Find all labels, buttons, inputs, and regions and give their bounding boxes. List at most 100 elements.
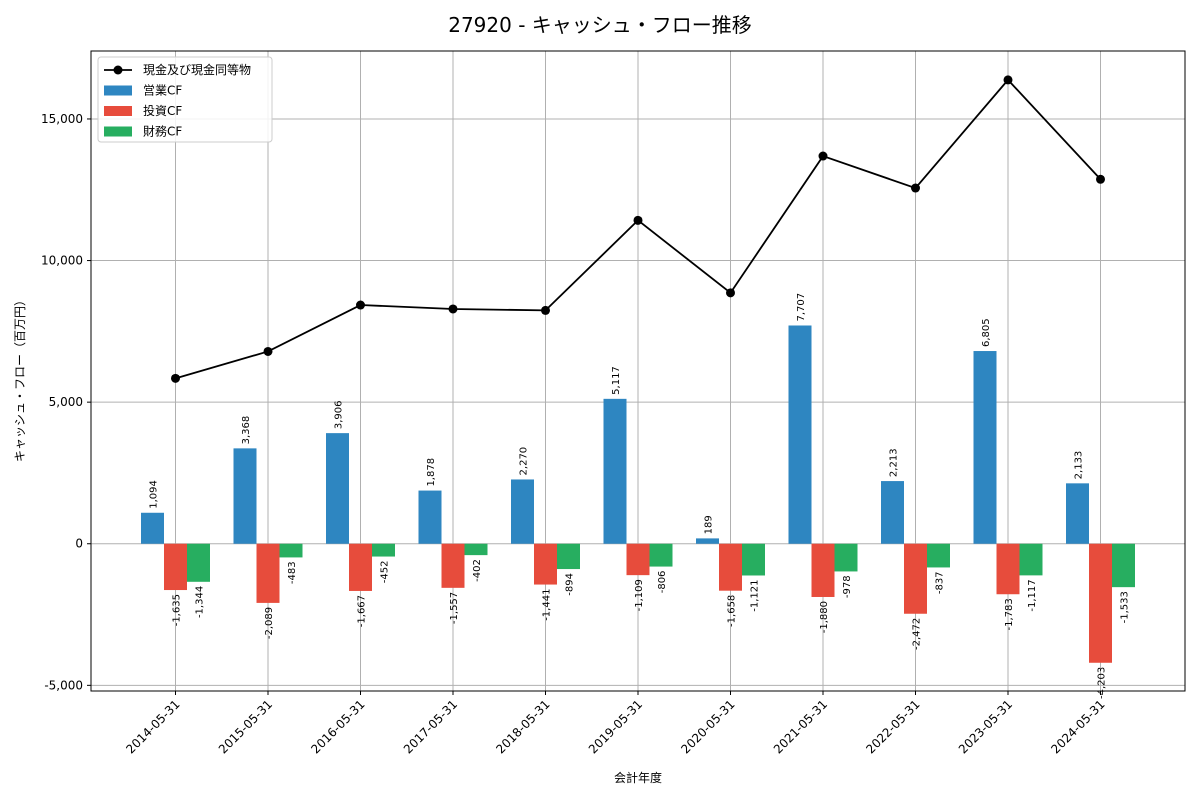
y-axis-ticks: -5,000 0 5,000 10,000 15,000 [41,112,91,692]
bar-data-label: -1,121 [750,579,761,611]
bar-data-label: -837 [935,571,946,594]
bar [511,479,534,544]
line-point [633,215,643,225]
bar-data-label: -2,089 [264,607,275,639]
bar-data-label: -1,344 [195,586,206,618]
x-axis-ticks: 2014-05-31 2015-05-31 2016-05-31 2017-05-31… [123,691,1108,756]
bar-data-label: 5,117 [611,366,622,395]
bar-data-label: -4,203 [1097,667,1108,699]
x-tick-label: 2018-05-31 [493,697,552,756]
bar [973,351,997,544]
bar [834,543,858,572]
line-point [726,288,735,298]
bar [719,543,742,591]
bar-data-label: -1,117 [1027,579,1038,611]
legend-marker [113,65,123,75]
bar [1089,543,1112,663]
bar [233,448,257,544]
bar [372,543,395,557]
bar [927,543,950,568]
bar-data-label: 3,906 [334,400,345,429]
bar-data-label: -483 [287,561,298,584]
bar-data-label: -1,658 [727,595,738,627]
y-tick-label: -5,000 [44,678,83,692]
bar [441,543,465,588]
bar [1112,543,1135,588]
bar-data-label: -806 [657,571,668,594]
bar-data-label: -1,557 [449,592,460,624]
bar-data-label: -1,109 [634,579,645,611]
bar [696,538,719,544]
line-point [1096,174,1105,184]
bar [279,543,303,558]
bar [534,543,557,585]
bar [626,543,650,576]
bar [1019,543,1043,576]
bar [649,543,673,567]
line-point [356,300,365,310]
bar-data-label: -1,441 [542,589,553,621]
legend-bar-swatch [104,106,132,116]
x-tick-label: 2021-05-31 [771,697,830,756]
bar [349,543,372,591]
y-tick-label: 15,000 [41,112,83,126]
line-point [911,183,920,193]
legend-bar-swatch [104,126,132,137]
bar [141,512,164,544]
legend-label: 財務CF [143,124,182,139]
chart-title: 27920 - キャッシュ・フロー推移 [448,13,752,37]
bar-data-label: 3,368 [241,416,252,445]
x-tick-label: 2016-05-31 [308,697,367,756]
line-series [171,75,1105,383]
bar-data-label: 2,133 [1074,451,1085,480]
bar-data-label: -402 [472,559,483,582]
line-point [263,346,273,356]
bar [557,543,580,570]
bar [881,481,904,544]
bar [811,543,835,597]
x-tick-label: 2020-05-31 [678,697,737,756]
y-tick-label: 10,000 [41,254,83,268]
y-axis-label: キャッシュ・フロー（百万円） [13,294,27,462]
bar-data-label: -1,635 [172,594,183,626]
legend-box [97,56,273,143]
bar [187,543,210,582]
line-point [1003,75,1013,85]
x-tick-label: 2017-05-31 [401,697,460,756]
bar-data-label: 1,878 [426,458,437,487]
line-point [541,305,550,315]
y-tick-label: 5,000 [49,395,83,409]
bar [904,543,927,614]
bar [788,325,812,544]
x-axis-label: 会計年度 [614,770,662,785]
x-tick-label: 2015-05-31 [216,697,275,756]
bar-data-label: 1,094 [149,480,160,509]
bars [141,325,1135,663]
bar [326,433,349,544]
bar-data-label: -1,783 [1004,598,1015,630]
line-point [171,373,180,383]
bar-data-label: -1,667 [357,595,368,627]
legend-bar-swatch [104,85,132,96]
bar [742,543,765,576]
bar-data-label: 2,213 [889,448,900,477]
x-tick-label: 2023-05-31 [956,697,1015,756]
bar-data-label: 189 [704,515,715,534]
line-point [448,304,458,314]
bar [1066,483,1089,544]
bar-data-label: 2,270 [519,447,530,476]
bar [256,543,280,603]
bar-data-label: -2,472 [912,618,923,650]
bar [996,543,1020,595]
bar [603,398,627,544]
bar-labels: 1,094 3,368 3,906 1,878 2,270 5,117 189 7,707 2,… [149,293,1131,699]
bar-data-label: -1,533 [1120,591,1131,623]
line-point [818,151,828,161]
legend-label: 投資CF [143,103,182,118]
bar [164,543,187,591]
legend-label: 営業CF [143,84,182,98]
bar-data-label: -1,880 [819,601,830,633]
x-tick-label: 2024-05-31 [1048,697,1107,756]
